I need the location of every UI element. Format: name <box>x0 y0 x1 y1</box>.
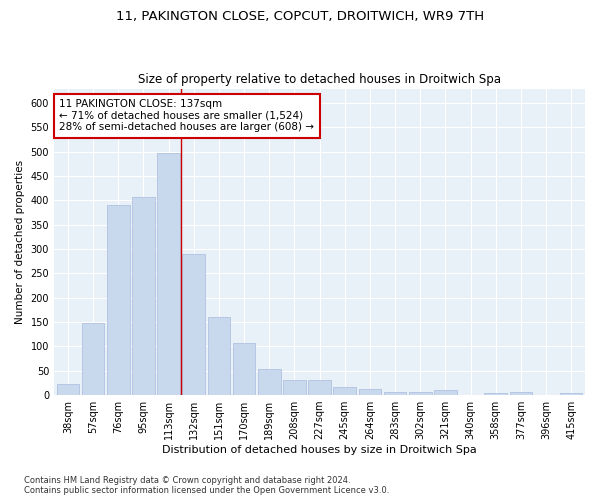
Bar <box>308 380 331 395</box>
Text: Contains HM Land Registry data © Crown copyright and database right 2024.
Contai: Contains HM Land Registry data © Crown c… <box>24 476 389 495</box>
Bar <box>283 380 305 395</box>
Title: Size of property relative to detached houses in Droitwich Spa: Size of property relative to detached ho… <box>138 73 501 86</box>
Bar <box>157 154 180 395</box>
Bar <box>56 384 79 395</box>
Bar <box>359 389 381 395</box>
Bar <box>334 388 356 395</box>
Bar <box>182 254 205 395</box>
Bar <box>82 323 104 395</box>
Bar <box>233 342 256 395</box>
Bar <box>258 370 281 395</box>
Bar <box>484 392 507 395</box>
Bar <box>409 392 431 395</box>
Bar <box>208 317 230 395</box>
Bar <box>509 392 532 395</box>
Y-axis label: Number of detached properties: Number of detached properties <box>15 160 25 324</box>
Bar <box>383 392 406 395</box>
Bar <box>132 196 155 395</box>
Bar <box>107 206 130 395</box>
Text: 11, PAKINGTON CLOSE, COPCUT, DROITWICH, WR9 7TH: 11, PAKINGTON CLOSE, COPCUT, DROITWICH, … <box>116 10 484 23</box>
X-axis label: Distribution of detached houses by size in Droitwich Spa: Distribution of detached houses by size … <box>162 445 477 455</box>
Text: 11 PAKINGTON CLOSE: 137sqm
← 71% of detached houses are smaller (1,524)
28% of s: 11 PAKINGTON CLOSE: 137sqm ← 71% of deta… <box>59 100 314 132</box>
Bar <box>560 392 583 395</box>
Bar <box>434 390 457 395</box>
